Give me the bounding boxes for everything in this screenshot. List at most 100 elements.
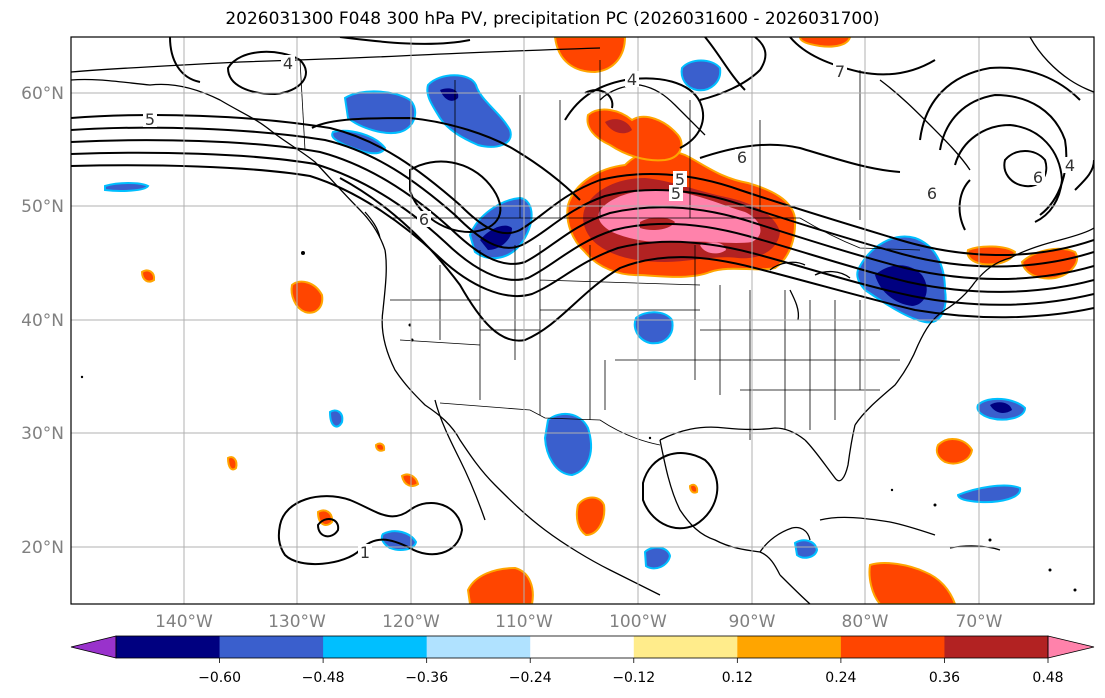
pos-area-mexico-pacific [575, 496, 606, 537]
lon-label: 70°W [956, 612, 1003, 632]
pv-contour-17 [919, 66, 1081, 141]
neg-area-mexico-west [543, 412, 592, 477]
lat-label: 60°N [21, 84, 64, 104]
contour-label-bg [669, 185, 683, 201]
contour-label: 4 [1065, 156, 1075, 175]
small-islands [80, 251, 1077, 592]
pv-contour-6 [339, 177, 1094, 342]
pv-contour-14 [704, 37, 746, 91]
contour-label: 4 [627, 70, 637, 89]
contour-label: 5 [671, 184, 681, 203]
pos-area-pacific-ca [290, 280, 324, 314]
pv-contour-19 [954, 123, 1064, 223]
pos-area-north-top [553, 37, 627, 74]
pos-area-newfoundland [1020, 247, 1078, 280]
contour-label: 6 [419, 210, 429, 229]
colorbar-segment [219, 636, 324, 658]
contour-label: 4 [283, 54, 293, 73]
lon-label: 120°W [382, 612, 440, 632]
colorbar-segment [944, 636, 1049, 658]
lon-label: 110°W [495, 612, 553, 632]
colorbar-segment [737, 636, 842, 658]
colorbar-segment [426, 636, 531, 658]
contour-label-bg [925, 185, 939, 201]
contour-label: 6 [927, 184, 937, 203]
neg-area-caribbean [793, 539, 819, 559]
lon-label: 100°W [609, 612, 667, 632]
coast-baja [434, 399, 486, 521]
lon-label: 130°W [268, 612, 326, 632]
precip-negative-areas [104, 59, 1027, 570]
colorbar-segment [840, 636, 945, 658]
pv-contours [71, 37, 1094, 566]
pv-contour-21 [958, 179, 971, 231]
coast-east-us [854, 281, 976, 426]
neg-area-bc-strip [331, 129, 387, 155]
pv-contour-10 [226, 50, 307, 96]
contour-label-bg [625, 71, 639, 87]
pos-area-hawaii-west [226, 456, 238, 471]
neg-area-mexico-south [643, 546, 672, 570]
contour-label: 6 [737, 148, 747, 167]
lat-label: 50°N [21, 197, 64, 217]
pv-contour-1 [71, 114, 1094, 257]
colorbar-label: −0.60 [198, 670, 241, 686]
contour-label-bg [1031, 169, 1045, 185]
colorbar: −0.60 −0.48 −0.36 −0.24 −0.12 0.12 0.24 0.36 0.4… [70, 635, 1095, 686]
longitude-labels: 140°W 130°W 120°W 110°W 100°W 90°W 80°W 70°W [155, 612, 1003, 632]
state-lines [390, 245, 900, 440]
pos-area-atlantic-se [935, 438, 974, 465]
lat-label: 40°N [21, 311, 64, 331]
colorbar-segment [116, 636, 221, 658]
political-borders [299, 59, 921, 446]
contour-labels: 5 4 4 6 7 6 5 4 6 5 6 1 [143, 54, 1077, 562]
pv-contour-13 [699, 37, 767, 101]
province-lines [454, 60, 861, 220]
colorbar-extend-high [1047, 635, 1095, 659]
coast-canada-east [974, 227, 1094, 283]
coast-central-america [779, 574, 811, 604]
coast-alaska [71, 78, 386, 251]
contour-label-bg [358, 544, 372, 560]
neg-area-pacific-nw [104, 182, 150, 192]
pv-contour-11 [339, 37, 471, 45]
lon-label: 140°W [155, 612, 213, 632]
pv-contour-5 [71, 164, 1094, 306]
contour-label: 5 [145, 110, 155, 129]
contour-label-bg [143, 111, 157, 127]
coast-gulf-north [659, 426, 806, 441]
neg-area-nebraska [633, 311, 674, 345]
lon-label: 80°W [842, 612, 889, 632]
colorbar-label: 0.36 [929, 670, 960, 686]
colorbar-segment [530, 636, 635, 658]
pos-area-nw-top [798, 37, 852, 48]
colorbar-segment [323, 636, 428, 658]
map-title: 2026031300 F048 300 hPa PV, precipitatio… [225, 9, 880, 29]
map-frame [70, 36, 1095, 605]
colorbar-outline [115, 635, 1049, 659]
coast-great-lakes [769, 261, 851, 321]
colorbar-label: −0.12 [612, 670, 655, 686]
neg-area-pacific-south [380, 530, 418, 551]
lon-label: 90°W [729, 612, 776, 632]
coast-gulf [659, 439, 781, 576]
neg-area-quebec [680, 59, 722, 92]
coast-yucatan [759, 526, 811, 553]
colorbar-label: −0.24 [509, 670, 552, 686]
contour-label-bg [281, 55, 295, 71]
contour-label-bg [1063, 157, 1077, 173]
pos-area-pacific-small [400, 473, 420, 487]
pv-contour-16 [699, 143, 901, 173]
border-alaska-canada [299, 59, 306, 151]
pv-contour-4 [71, 151, 1094, 293]
latitude-labels: 60°N 50°N 40°N 30°N 20°N [21, 84, 64, 558]
colorbar-label: −0.36 [405, 670, 448, 686]
pv-contour-23 [642, 452, 719, 530]
contour-label-bg [735, 149, 749, 165]
lat-label: 20°N [21, 538, 64, 558]
pos-area-caribbean-south [868, 562, 957, 604]
graticule [71, 37, 1094, 604]
contour-label: 5 [675, 170, 685, 189]
contour-label: 1 [360, 543, 370, 562]
pv-contour-9 [169, 37, 201, 83]
